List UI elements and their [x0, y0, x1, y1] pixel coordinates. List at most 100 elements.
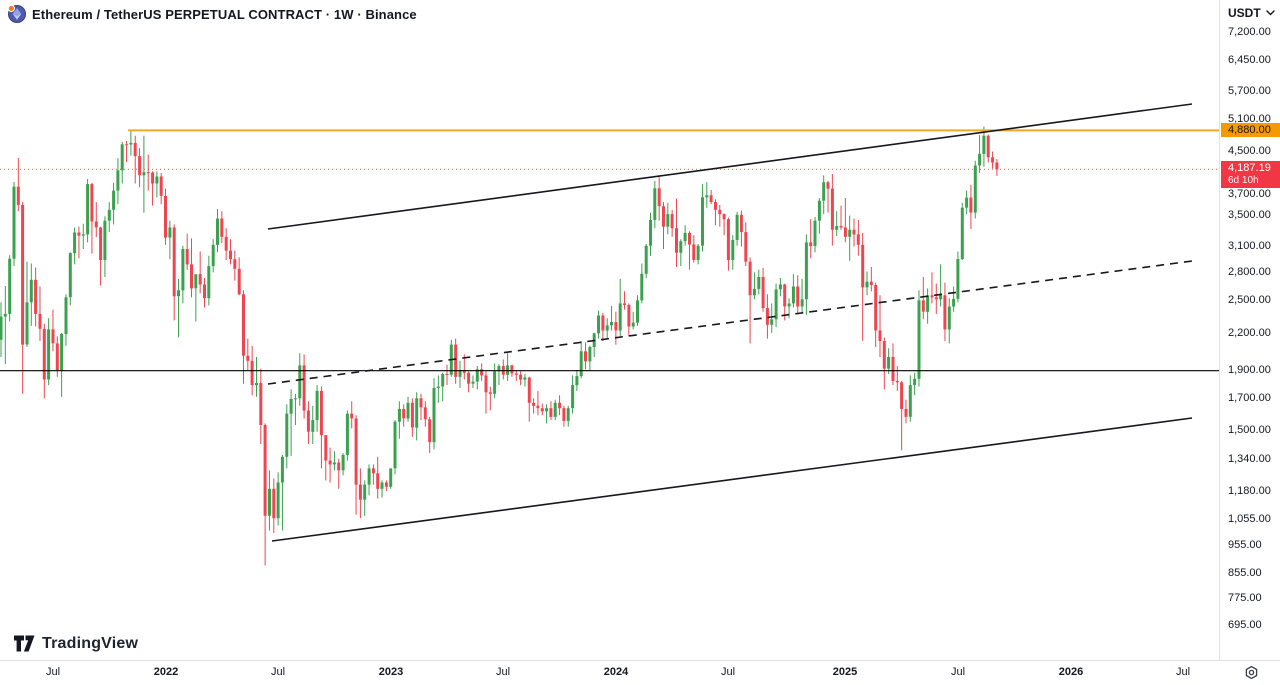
time-tick-label: 2022: [153, 666, 179, 678]
candle: [94, 202, 98, 238]
candle: [293, 393, 297, 425]
candle: [389, 468, 393, 489]
candle: [164, 188, 167, 245]
candle: [276, 472, 280, 526]
price-tick-label: 955.00: [1228, 539, 1262, 551]
candle: [146, 154, 150, 191]
time-tick-label: Jul: [495, 666, 511, 678]
candle: [566, 405, 570, 427]
candle: [514, 370, 518, 381]
candle: [843, 198, 847, 243]
candle: [575, 370, 579, 391]
candle: [51, 309, 55, 352]
time-tick-label: 2025: [832, 666, 858, 678]
price-axis[interactable]: USDT 7,200.00 6,450.00 5,700.00 5,100.00 4,5…: [1219, 0, 1280, 660]
time-tick-label: Jul: [45, 666, 61, 678]
currency-selector[interactable]: USDT: [1228, 6, 1275, 20]
candle: [882, 337, 886, 390]
candle: [701, 184, 704, 252]
candle: [138, 148, 142, 188]
candle: [55, 336, 59, 377]
trendline-solid-0[interactable]: [267, 103, 1193, 230]
candle: [185, 233, 189, 270]
candle: [770, 303, 774, 333]
candle: [112, 182, 116, 225]
candle: [714, 199, 717, 226]
price-tick-label: 695.00: [1228, 619, 1262, 631]
symbol-title[interactable]: Ethereum / TetherUS PERPETUAL CONTRACT ·…: [32, 6, 417, 22]
candle: [332, 451, 336, 471]
candle: [354, 415, 358, 515]
candle: [410, 398, 414, 437]
candle: [441, 372, 445, 402]
candle: [718, 204, 722, 227]
candle: [926, 288, 930, 324]
candle: [900, 380, 904, 451]
candle: [783, 283, 787, 321]
candle: [255, 357, 258, 397]
price-tick-label: 4,500.00: [1228, 145, 1271, 157]
trendline-solid-1[interactable]: [271, 417, 1193, 542]
candle: [679, 239, 683, 267]
candle: [246, 338, 250, 370]
candle: [631, 311, 635, 330]
candle: [315, 385, 319, 432]
candle: [233, 250, 237, 281]
candle: [778, 277, 782, 297]
candle: [826, 180, 830, 213]
price-tick-label: 775.00: [1228, 592, 1262, 604]
candle: [467, 371, 471, 393]
candle: [432, 378, 436, 450]
tradingview-logo[interactable]: TradingView: [14, 634, 138, 653]
candle: [406, 396, 410, 422]
candle: [848, 215, 852, 261]
candle: [895, 366, 899, 391]
candle: [38, 286, 42, 341]
candle: [739, 210, 743, 247]
last-price-badge: 4,187.19 6d 10h: [1221, 161, 1280, 188]
candle: [3, 286, 7, 365]
candle: [272, 478, 276, 533]
symbol-header[interactable]: Ethereum / TetherUS PERPETUAL CONTRACT ·…: [7, 4, 417, 23]
candle: [913, 372, 917, 396]
tradingview-mark-icon: [14, 635, 35, 652]
candle: [125, 141, 129, 162]
candle: [142, 135, 146, 213]
candle: [285, 404, 289, 469]
candle: [506, 353, 510, 381]
trendline-dashed-2[interactable]: [267, 260, 1193, 385]
candle: [588, 345, 592, 370]
candle: [194, 274, 198, 322]
candle: [428, 416, 432, 454]
candle: [735, 211, 739, 246]
candle: [852, 218, 856, 247]
candle: [558, 395, 562, 416]
candle: [722, 213, 726, 236]
candle: [822, 175, 826, 215]
candle: [415, 392, 419, 441]
candle: [480, 363, 484, 381]
candle: [627, 303, 631, 337]
candle: [553, 399, 557, 421]
candle: [761, 267, 765, 312]
candle: [371, 464, 375, 485]
candle: [601, 312, 605, 341]
candle: [181, 245, 185, 304]
price-tick-label: 5,100.00: [1228, 113, 1271, 125]
candle: [116, 158, 120, 205]
candle: [237, 257, 241, 296]
candle: [744, 222, 748, 267]
candle: [861, 232, 865, 341]
candle: [605, 318, 609, 340]
candle: [874, 282, 878, 347]
candle: [973, 160, 977, 219]
candle: [670, 209, 674, 237]
candle: [302, 354, 306, 419]
candle: [324, 435, 328, 481]
settings-gear-icon[interactable]: [1244, 665, 1259, 685]
candle: [666, 202, 670, 235]
candle: [493, 363, 497, 399]
time-axis[interactable]: Jul 2022 Jul 2023 Jul 2024 Jul 2025 Jul 2026 Jul: [0, 660, 1220, 685]
candlestick-chart[interactable]: [0, 0, 1220, 660]
